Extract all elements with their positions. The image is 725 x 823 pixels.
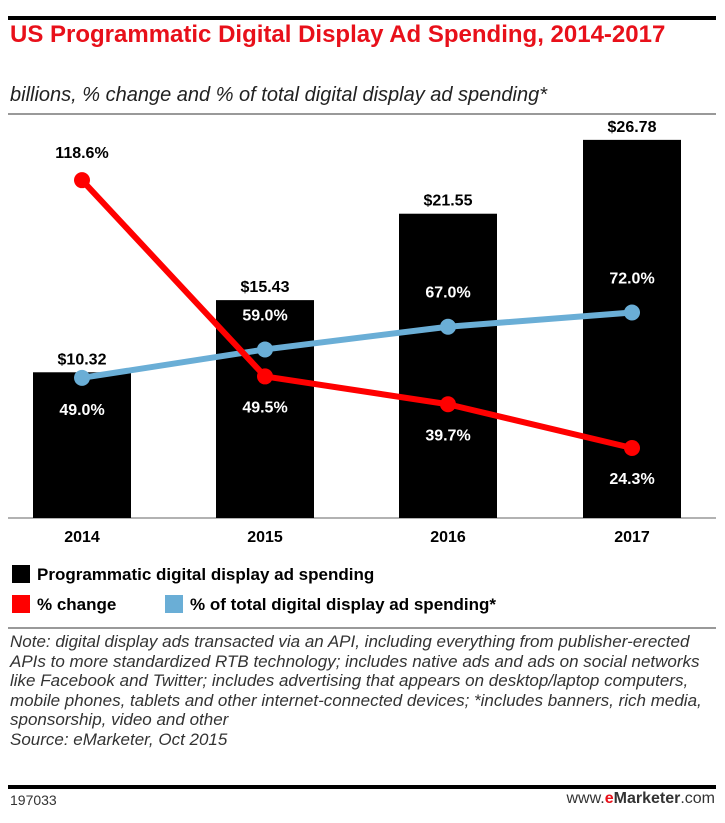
legend-label-change: % change	[37, 595, 116, 614]
bottom-rule	[8, 785, 716, 789]
percent-change-label: 118.6%	[55, 145, 108, 162]
share-of-total-point	[440, 318, 456, 335]
bar-2014	[33, 372, 131, 518]
bar-label-2014: $10.32	[58, 351, 107, 368]
share-of-total-label: 59.0%	[242, 307, 287, 324]
share-of-total-label: 67.0%	[425, 285, 470, 302]
legend-swatch-change	[12, 595, 30, 613]
chart-subtitle: billions, % change and % of total digita…	[10, 84, 548, 106]
top-rule	[8, 16, 716, 20]
header-divider	[8, 113, 716, 115]
percent-change-point	[257, 368, 273, 385]
bar-2016	[399, 213, 497, 519]
share-of-total-label: 49.0%	[59, 402, 104, 419]
legend-label-share: % of total digital display ad spending*	[190, 595, 496, 614]
notes: Note: digital display ads transacted via…	[10, 632, 710, 749]
x-tick-label: 2017	[614, 529, 650, 546]
bar-label-2016: $21.55	[424, 193, 473, 210]
percent-change-label: 39.7%	[425, 427, 470, 444]
plot-area: $10.32 2014 $15.43 2015 $21.55 2016 $26.78 2017…	[8, 119, 716, 614]
percent-change-line	[79, 178, 633, 451]
bar-label-2015: $15.43	[241, 279, 290, 296]
bar-2015	[216, 300, 314, 518]
brand-logo: www.eMarketer.com	[566, 790, 715, 807]
share-of-total-point	[624, 304, 640, 321]
percent-change-label: 49.5%	[242, 399, 287, 416]
chart-id: 197033	[10, 792, 57, 808]
x-tick-label: 2014	[64, 529, 100, 546]
share-of-total-line	[81, 309, 633, 381]
x-tick-label: 2016	[430, 529, 466, 546]
percent-change-point	[440, 396, 456, 413]
percent-change-label: 24.3%	[609, 471, 654, 488]
percent-change-point	[624, 439, 640, 456]
share-of-total-point	[257, 341, 273, 358]
chart-title: US Programmatic Digital Display Ad Spend…	[10, 21, 666, 48]
percent-change-point	[74, 172, 90, 189]
note-text: Note: digital display ads transacted via…	[10, 632, 702, 729]
source-text: Source: eMarketer, Oct 2015	[10, 729, 228, 749]
legend-swatch-share	[165, 595, 183, 613]
share-of-total-label: 72.0%	[609, 271, 654, 288]
bar-label-2017: $26.78	[608, 119, 657, 136]
legend-swatch-spending	[12, 565, 30, 583]
notes-divider	[8, 627, 716, 629]
bar-2017	[583, 139, 681, 518]
legend-label-spending: Programmatic digital display ad spending	[37, 565, 374, 584]
x-tick-label: 2015	[247, 529, 283, 546]
share-of-total-point	[74, 369, 90, 386]
